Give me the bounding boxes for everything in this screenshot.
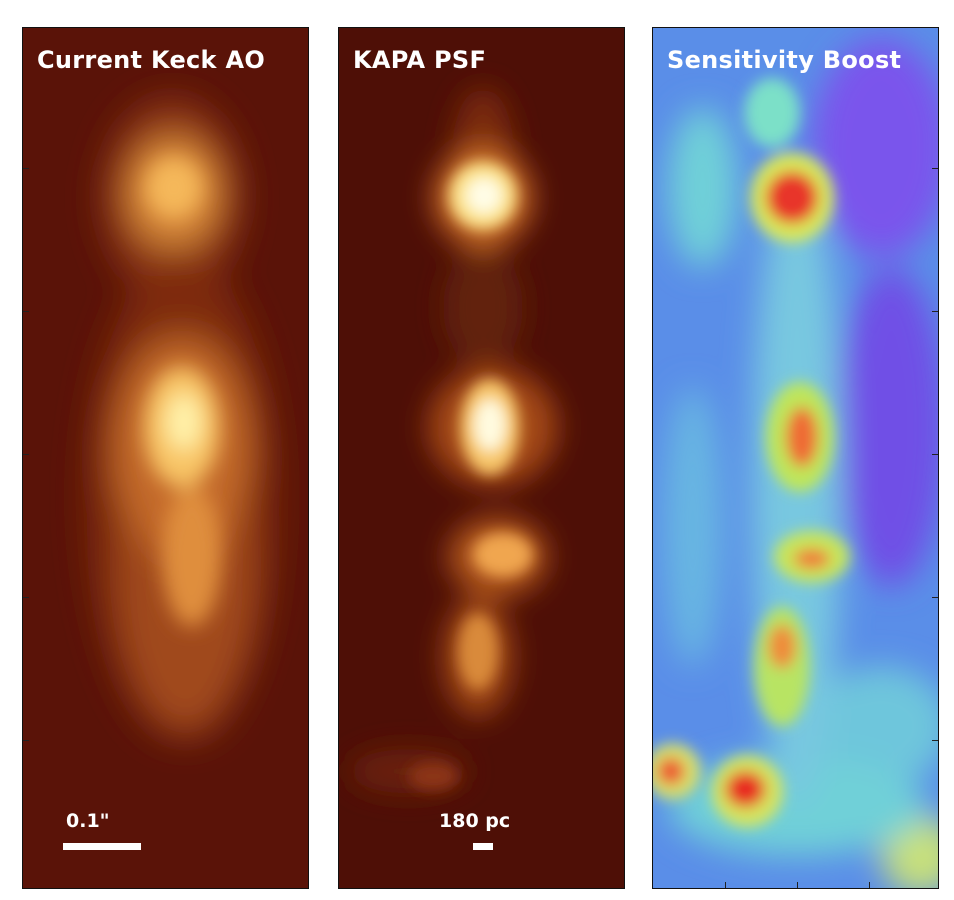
panel-sensitivity-boost: Sensitivity Boost bbox=[652, 27, 939, 889]
axis-tick bbox=[23, 597, 29, 598]
axis-tick bbox=[23, 740, 29, 741]
axis-tick bbox=[797, 882, 798, 888]
panel-title: KAPA PSF bbox=[353, 46, 487, 74]
panel-title: Current Keck AO bbox=[37, 46, 266, 74]
axis-tick bbox=[932, 311, 938, 312]
scale-bar-label: 180 pc bbox=[439, 810, 511, 832]
kapa-psf-image bbox=[339, 28, 624, 888]
axis-tick bbox=[23, 168, 29, 169]
panel-kapa-psf: KAPA PSF 180 pc bbox=[338, 27, 625, 889]
panel-title: Sensitivity Boost bbox=[667, 46, 902, 74]
axis-tick bbox=[23, 311, 29, 312]
scale-bar-label: 0.1" bbox=[66, 810, 110, 832]
scale-bar bbox=[473, 843, 493, 850]
scale-bar bbox=[63, 843, 141, 850]
axis-tick bbox=[725, 882, 726, 888]
axis-tick bbox=[932, 168, 938, 169]
current-keck-ao-image bbox=[23, 28, 308, 888]
axis-tick bbox=[869, 882, 870, 888]
axis-tick bbox=[932, 597, 938, 598]
sensitivity-boost-image bbox=[653, 28, 938, 888]
panel-current-keck-ao: Current Keck AO 0.1" bbox=[22, 27, 309, 889]
axis-tick bbox=[932, 454, 938, 455]
axis-tick bbox=[932, 740, 938, 741]
axis-tick bbox=[23, 454, 29, 455]
